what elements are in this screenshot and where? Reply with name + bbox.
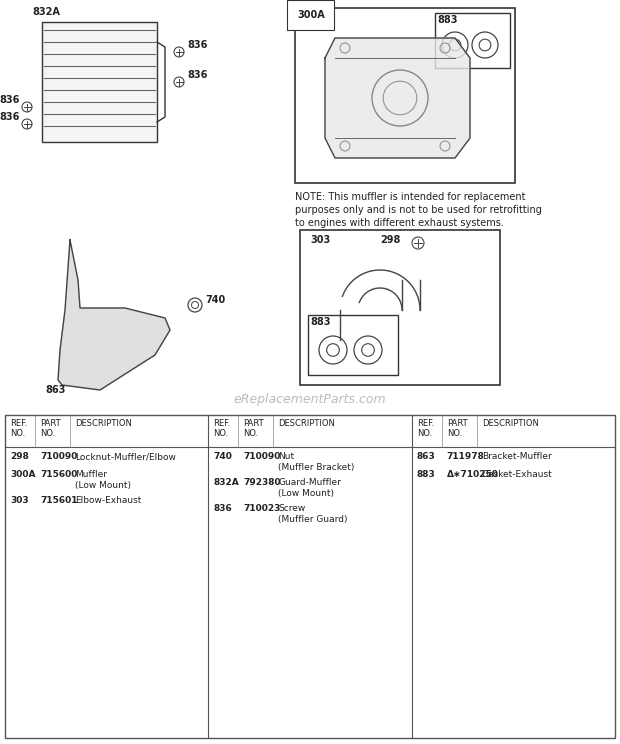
Text: REF.
NO.: REF. NO. <box>213 419 231 438</box>
Bar <box>435 13 510 68</box>
Text: 836: 836 <box>0 112 19 122</box>
Text: 832A: 832A <box>32 7 60 17</box>
Text: 792380: 792380 <box>243 478 281 487</box>
Text: Δ∗710250: Δ∗710250 <box>446 470 498 479</box>
Text: DESCRIPTION: DESCRIPTION <box>278 419 335 428</box>
Text: Elbow-Exhaust: Elbow-Exhaust <box>75 496 141 505</box>
Text: 710090: 710090 <box>40 452 78 461</box>
Text: PART
NO.: PART NO. <box>243 419 264 438</box>
Text: 303: 303 <box>10 496 29 505</box>
Bar <box>5 415 615 738</box>
Text: 298: 298 <box>380 235 401 245</box>
Text: 883: 883 <box>417 470 435 479</box>
Text: Gasket-Exhaust: Gasket-Exhaust <box>482 470 552 479</box>
Text: DESCRIPTION: DESCRIPTION <box>482 419 539 428</box>
Text: 300A: 300A <box>10 470 35 479</box>
Text: Locknut-Muffler/Elbow: Locknut-Muffler/Elbow <box>75 452 176 461</box>
Text: REF.
NO.: REF. NO. <box>10 419 27 438</box>
Text: NOTE: This muffler is intended for replacement
purposes only and is not to be us: NOTE: This muffler is intended for repla… <box>295 192 542 228</box>
Text: 836: 836 <box>187 40 207 50</box>
Text: 303: 303 <box>310 235 330 245</box>
Text: Muffler
(Low Mount): Muffler (Low Mount) <box>75 470 131 490</box>
Text: 883: 883 <box>310 317 330 327</box>
Text: 836: 836 <box>187 70 207 80</box>
Bar <box>308 315 398 375</box>
Text: Guard-Muffler
(Low Mount): Guard-Muffler (Low Mount) <box>278 478 341 498</box>
Bar <box>42 22 157 142</box>
Text: Screw
(Muffler Guard): Screw (Muffler Guard) <box>278 504 348 524</box>
Text: PART
NO.: PART NO. <box>446 419 467 438</box>
Bar <box>295 8 515 183</box>
Text: 715600: 715600 <box>40 470 78 479</box>
Text: Nut
(Muffler Bracket): Nut (Muffler Bracket) <box>278 452 355 472</box>
Text: 740: 740 <box>205 295 225 305</box>
Text: PART
NO.: PART NO. <box>40 419 61 438</box>
Text: 710090: 710090 <box>243 452 281 461</box>
Text: 740: 740 <box>213 452 232 461</box>
Text: 863: 863 <box>417 452 435 461</box>
Text: 710023: 710023 <box>243 504 281 513</box>
Bar <box>300 230 500 385</box>
Text: Bracket-Muffler: Bracket-Muffler <box>482 452 551 461</box>
Text: 711978: 711978 <box>446 452 485 461</box>
Text: 883: 883 <box>437 15 458 25</box>
Text: 300A: 300A <box>297 10 325 20</box>
Text: DESCRIPTION: DESCRIPTION <box>75 419 132 428</box>
Text: 836: 836 <box>0 95 19 105</box>
Text: 863: 863 <box>45 385 65 395</box>
Text: 836: 836 <box>213 504 232 513</box>
Text: 832A: 832A <box>213 478 239 487</box>
Text: eReplacementParts.com: eReplacementParts.com <box>234 394 386 406</box>
Polygon shape <box>325 38 470 158</box>
Polygon shape <box>58 240 170 390</box>
Text: 715601: 715601 <box>40 496 78 505</box>
Text: 298: 298 <box>10 452 29 461</box>
Text: REF.
NO.: REF. NO. <box>417 419 434 438</box>
